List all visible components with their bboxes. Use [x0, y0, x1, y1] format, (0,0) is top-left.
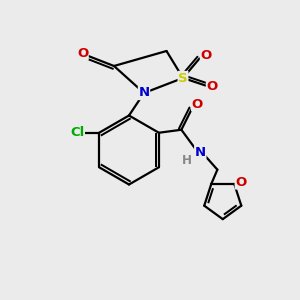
- Text: O: O: [192, 98, 203, 111]
- Text: O: O: [235, 176, 247, 189]
- Text: O: O: [200, 49, 212, 62]
- Text: N: N: [138, 86, 150, 100]
- Text: Cl: Cl: [70, 126, 84, 139]
- Text: H: H: [182, 154, 191, 167]
- Text: O: O: [206, 80, 218, 94]
- Text: N: N: [195, 146, 206, 159]
- Text: O: O: [77, 46, 88, 60]
- Text: S: S: [178, 71, 188, 85]
